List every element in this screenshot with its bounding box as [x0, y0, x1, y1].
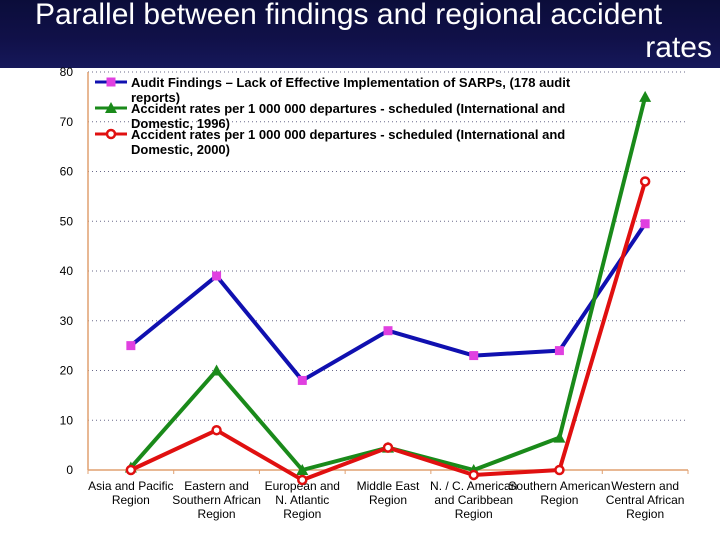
- data-point: [126, 341, 136, 351]
- data-point: [553, 431, 566, 443]
- data-point: [297, 474, 308, 486]
- data-point: [554, 464, 565, 476]
- x-tick-label: Western and Central African Region: [606, 479, 685, 521]
- slide-title-line2: rates: [645, 31, 712, 64]
- data-point: [125, 464, 137, 476]
- y-tick-label: 20: [60, 364, 74, 378]
- y-tick-label: 30: [60, 314, 74, 328]
- x-tick-label: N. / C. American and Caribbean Region: [430, 479, 517, 521]
- series-line-1: [129, 222, 647, 383]
- x-tick-label: Asia and Pacific Region: [88, 479, 173, 507]
- y-tick-label: 10: [60, 413, 74, 427]
- legend-entry: Accident rates per 1 000 000 departures …: [131, 101, 565, 131]
- data-point: [297, 375, 307, 385]
- y-tick-label: 80: [60, 65, 74, 79]
- data-point: [639, 90, 652, 102]
- data-point: [212, 271, 222, 281]
- data-point: [383, 326, 393, 336]
- legend-entry: Accident rates per 1 000 000 departures …: [131, 127, 565, 157]
- y-tick-label: 50: [60, 214, 74, 228]
- legend-entry: Audit Findings – Lack of Effective Imple…: [131, 75, 571, 105]
- y-tick-label: 0: [66, 463, 73, 477]
- legend-marker: [106, 77, 116, 87]
- x-tick-label: Eastern and Southern African Region: [172, 479, 261, 521]
- data-point: [554, 346, 564, 356]
- data-point: [639, 176, 651, 187]
- x-tick-label: Middle East Region: [357, 479, 420, 507]
- data-point: [211, 424, 222, 436]
- title-banner: [0, 0, 720, 68]
- data-point: [469, 351, 479, 361]
- y-tick-label: 60: [60, 165, 74, 179]
- y-tick-label: 70: [60, 115, 74, 129]
- y-tick-label: 40: [60, 264, 74, 278]
- data-point: [468, 469, 479, 481]
- data-point: [640, 219, 650, 229]
- slide-title-line1: Parallel between findings and regional a…: [35, 0, 663, 31]
- legend-marker: [105, 102, 117, 113]
- data-point: [210, 364, 223, 376]
- x-tick-label: Southern American Region: [508, 479, 610, 507]
- data-point: [296, 464, 309, 475]
- x-tick-label: European and N. Atlantic Region: [265, 479, 340, 521]
- slide-title: Parallel between findings and regional a…: [10, 0, 712, 64]
- legend-marker: [105, 128, 117, 140]
- data-point: [382, 442, 394, 453]
